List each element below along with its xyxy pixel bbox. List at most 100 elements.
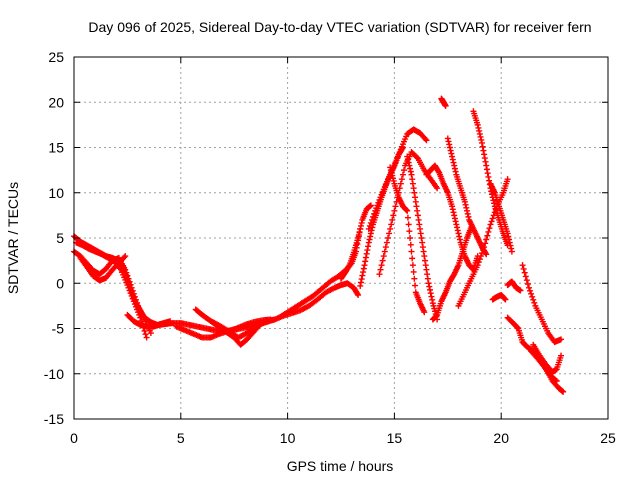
data-point [367,233,374,240]
data-point [408,171,415,178]
data-point [448,150,455,157]
data-point [125,284,132,291]
data-point [481,155,488,162]
data-point [413,203,420,210]
data-point [553,377,560,384]
data-point [519,262,526,269]
data-point [501,295,508,302]
data-point [444,135,451,142]
data-point [404,153,411,160]
data-point [417,225,424,232]
data-point [506,239,513,246]
data-point [480,147,487,154]
series-pass-p [404,153,441,323]
data-point [391,207,398,214]
data-point [360,269,367,276]
data-point [474,262,481,269]
data-point [430,302,437,309]
data-point [399,171,406,178]
data-point [412,194,419,201]
data-point [451,162,458,169]
data-point [419,244,426,251]
data-point [373,205,380,212]
series-pass-z [504,314,526,346]
data-point [136,311,143,318]
data-point [403,207,410,214]
data-point [449,153,456,160]
data-point [380,253,387,260]
data-point [452,168,459,175]
data-point [558,336,565,343]
data-point [552,377,559,384]
data-point [476,256,483,263]
data-point [479,143,486,150]
series-pass-ab [519,339,565,375]
data-point [370,213,377,220]
data-point [374,202,381,209]
data-point [476,130,483,137]
data-point [387,225,394,232]
data-point [132,303,139,310]
data-point [505,233,512,240]
axis-ticks: 0 5 10 15 20 25 -15 -10 -5 0 5 10 15 20 25 [44,49,616,446]
data-point [121,254,128,261]
data-point [360,265,367,272]
data-point [396,149,403,156]
x-tick-label: 5 [177,430,185,446]
data-point [427,290,434,297]
data-point [137,314,144,321]
data-point [560,388,567,395]
data-point [124,282,131,289]
data-point [365,239,372,246]
y-tick-label: 15 [48,140,64,156]
data-point [487,221,494,228]
data-point [147,330,154,337]
data-point [411,189,418,196]
data-point [354,290,361,297]
data-point [388,169,395,176]
data-point [507,242,514,249]
series-pass-h [209,319,259,341]
data-point [143,334,150,341]
data-point [371,210,378,217]
data-point [252,323,259,330]
data-point [130,298,137,305]
data-point [408,248,415,255]
data-point [451,215,458,222]
series-pass-v [470,108,511,249]
data-point [508,248,515,255]
data-point [478,136,485,143]
data-point [357,222,364,229]
data-point [379,257,386,264]
data-point [359,272,366,279]
data-point [464,210,471,217]
series-pass-ad [528,348,560,384]
data-point [506,236,513,243]
data-point [435,168,442,175]
data-point [486,225,493,232]
y-tick-label: -10 [44,366,64,382]
data-point [406,228,413,235]
data-point [417,230,424,237]
data-point [452,218,459,225]
data-point [377,194,384,201]
series-pass-k [338,202,374,282]
data-point [483,166,490,173]
data-point [409,262,416,269]
y-tick-label: -15 [44,411,64,427]
data-point [412,282,419,289]
data-point [378,262,385,269]
data-point [478,250,485,257]
series-pass-x [489,292,509,303]
data-point [485,228,492,235]
data-point [455,230,462,237]
x-axis-title: GPS time / hours [287,458,394,474]
data-point [463,204,470,211]
data-point [426,283,433,290]
data-point [409,255,416,262]
data-point [504,230,511,237]
data-point [449,206,456,213]
data-point [407,165,414,172]
data-point [528,290,535,297]
y-axis-title: SDTVAR / TECUs [5,182,21,294]
